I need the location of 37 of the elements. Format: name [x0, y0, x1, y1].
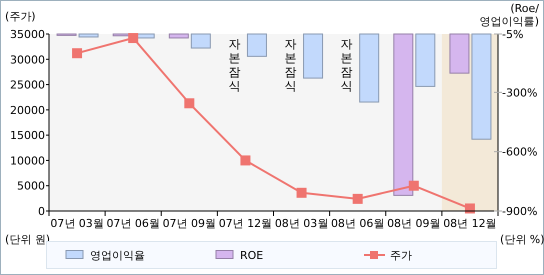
y2-tick-label: -5%: [502, 28, 524, 41]
text: (단위 %): [500, 233, 544, 246]
y-tick-label: 0: [38, 205, 45, 218]
point: [240, 155, 250, 166]
y-tick-label: 35000: [10, 28, 45, 41]
y2-axis-title: (Roe/ 영업이익률): [480, 2, 540, 28]
annotation: 자본잠식: [340, 37, 353, 93]
y-axis-title: (주가): [5, 10, 36, 23]
annotation: 자본잠식: [228, 37, 240, 93]
point: [72, 48, 82, 58]
legend-label: ROE: [240, 249, 264, 262]
y2-tick-label: -900%: [502, 205, 538, 218]
x-tick-label: 07년 06월: [106, 217, 160, 230]
y-tick-label: 30000: [10, 53, 45, 66]
x-tick-label: 08년 12월: [443, 217, 497, 230]
y-tick-label: 20000: [10, 104, 45, 117]
y-tick-label: 5000: [17, 180, 45, 193]
point: [352, 194, 363, 204]
point: [408, 180, 419, 191]
x-tick-label: 07년 12월: [218, 217, 272, 230]
point: [128, 33, 138, 44]
y2-tick-label: -600%: [502, 146, 538, 159]
annotation: 자본잠식: [284, 37, 297, 93]
x-tick-label: 08년 03월: [274, 217, 328, 230]
x-tick-label: 07년 09월: [162, 217, 216, 230]
x-tick-label: 07년 03월: [50, 217, 104, 230]
y-tick-label: 25000: [10, 78, 45, 92]
x-tick-label: 08년 09월: [387, 217, 441, 230]
legend-label: 주가: [390, 249, 412, 262]
y2-tick-label: -300%: [502, 86, 538, 100]
point: [296, 188, 307, 198]
x-tick-label: 08년 06월: [330, 217, 384, 230]
y-tick-label: 10000: [10, 154, 45, 168]
point: [184, 98, 194, 108]
legend-label: 영업이익율: [90, 249, 145, 262]
y-tick-label: 15000: [10, 129, 45, 142]
point: [464, 203, 475, 214]
